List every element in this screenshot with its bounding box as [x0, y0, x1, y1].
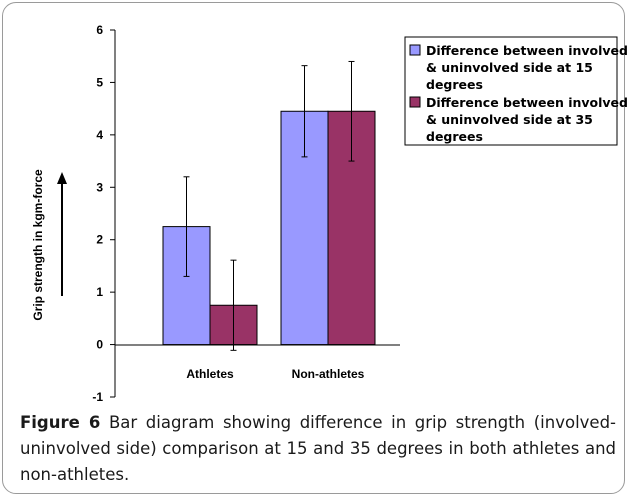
y-tick-label: 4	[96, 128, 103, 142]
legend-label: degrees	[426, 129, 483, 144]
caption-label: Figure 6	[20, 413, 101, 432]
legend-swatch	[409, 44, 421, 56]
x-tick-label: Non-athletes	[292, 367, 365, 381]
y-tick-label: 0	[96, 338, 103, 352]
figure-caption: Figure 6 Bar diagram showing difference …	[20, 410, 616, 488]
x-ticks: Athletes Non-athletes	[186, 367, 364, 381]
bar-chart: -1 0 1 2 3 4 5 6 Athletes Non-athletes Grip stre…	[31, 23, 628, 404]
legend-label: Difference between involved	[426, 43, 628, 58]
legend-label: Difference between involved	[426, 95, 628, 110]
y-tick-label: 6	[96, 23, 103, 37]
y-tick-label: -1	[92, 390, 103, 404]
bars	[162, 60, 376, 351]
y-tick-label: 2	[96, 233, 103, 247]
legend: Difference between involved & uninvolved …	[404, 36, 628, 146]
y-ticks: -1 0 1 2 3 4 5 6	[92, 23, 115, 404]
legend-label: degrees	[426, 77, 483, 92]
y-tick-label: 3	[96, 180, 103, 194]
x-tick-label: Athletes	[186, 367, 234, 381]
y-tick-label: 1	[96, 285, 103, 299]
legend-swatch	[409, 96, 421, 108]
legend-label: & uninvolved side at 35	[426, 112, 593, 127]
y-axis-label: Grip strength in kgm-force	[31, 169, 45, 321]
caption-text: Bar diagram showing difference in grip s…	[20, 413, 616, 484]
y-tick-label: 5	[96, 75, 103, 89]
y-arrow-head-icon	[57, 172, 67, 184]
legend-label: & uninvolved side at 15	[426, 60, 593, 75]
